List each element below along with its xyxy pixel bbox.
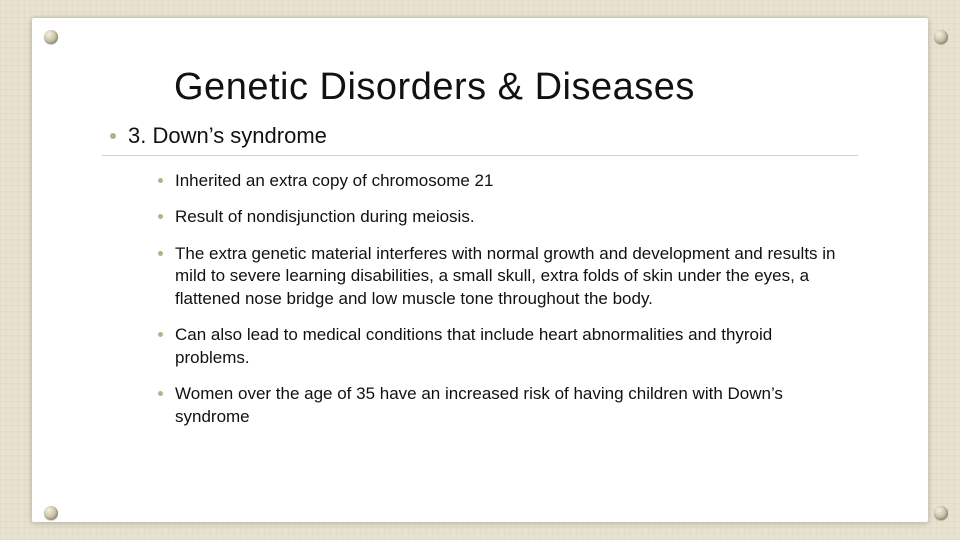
list-item: Women over the age of 35 have an increas… [158,383,848,428]
rivet-icon [44,506,58,520]
bullet-text: The extra genetic material interferes wi… [175,243,848,310]
rivet-icon [44,30,58,44]
rivet-icon [934,30,948,44]
page-title: Genetic Disorders & Diseases [174,66,858,109]
rivet-icon [934,506,948,520]
bullet-dot-icon [158,391,163,396]
subheading-text: 3. Down’s syndrome [128,123,327,149]
subheading-row: 3. Down’s syndrome [110,123,858,149]
bullet-text: Inherited an extra copy of chromosome 21 [175,170,493,192]
bullet-dot-icon [158,251,163,256]
bullet-dot-icon [158,214,163,219]
bullet-dot-icon [158,178,163,183]
list-item: Inherited an extra copy of chromosome 21 [158,170,848,192]
list-item: The extra genetic material interferes wi… [158,243,848,310]
list-item: Result of nondisjunction during meiosis. [158,206,848,228]
bullet-text: Women over the age of 35 have an increas… [175,383,848,428]
list-item: Can also lead to medical conditions that… [158,324,848,369]
bullet-text: Can also lead to medical conditions that… [175,324,848,369]
divider [102,155,858,156]
bullet-dot-icon [158,332,163,337]
bullet-text: Result of nondisjunction during meiosis. [175,206,475,228]
slide-paper: Genetic Disorders & Diseases 3. Down’s s… [32,18,928,522]
bullet-dot-icon [110,133,116,139]
